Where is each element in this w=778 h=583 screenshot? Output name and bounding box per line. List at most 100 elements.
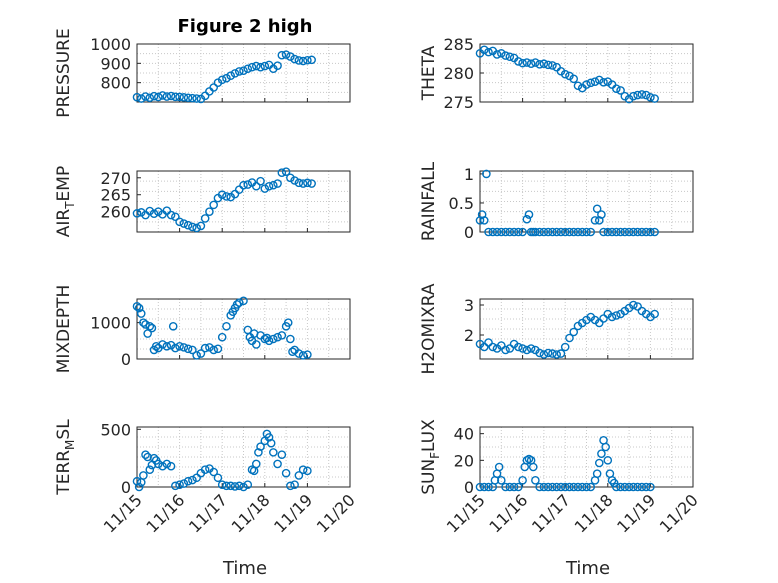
data-point — [188, 345, 197, 355]
data-point — [171, 481, 180, 491]
y-axis-label: H2OMIXRA — [419, 283, 439, 374]
data-point — [646, 482, 655, 492]
data-point — [543, 482, 553, 492]
data-point — [514, 342, 523, 352]
data-point — [179, 479, 189, 488]
data-point — [543, 60, 553, 70]
data-point — [269, 448, 278, 457]
data-point — [153, 92, 163, 102]
data-point — [488, 227, 498, 237]
data-point — [629, 227, 638, 237]
data-point — [556, 349, 566, 358]
data-point — [145, 206, 155, 216]
data-point — [514, 482, 523, 492]
data-point — [629, 300, 638, 310]
data-point — [239, 296, 248, 306]
data-point — [247, 62, 257, 72]
data-point — [230, 482, 240, 491]
data-point — [616, 482, 625, 492]
data-point — [226, 71, 236, 81]
data-point — [633, 227, 642, 237]
data-point — [141, 320, 150, 329]
plot-frame — [136, 426, 351, 488]
data-point — [286, 481, 295, 491]
data-point — [629, 91, 638, 101]
data-point — [141, 450, 150, 459]
data-point — [145, 465, 155, 474]
data-point — [488, 342, 498, 352]
data-point — [183, 344, 193, 354]
data-point — [196, 349, 206, 358]
x-tick-label: 11/16 — [485, 490, 531, 536]
data-point — [484, 482, 493, 492]
data-point — [217, 75, 227, 85]
data-point — [505, 482, 515, 492]
data-point — [158, 461, 167, 471]
x-tick-label: 11/19 — [270, 490, 316, 536]
data-point — [171, 212, 180, 222]
data-point — [307, 55, 316, 65]
data-point — [298, 179, 308, 188]
data-point — [646, 227, 655, 237]
data-point — [141, 92, 150, 101]
data-point — [505, 227, 515, 237]
data-point — [479, 482, 489, 492]
data-point — [650, 309, 659, 319]
data-point — [222, 481, 231, 491]
data-point — [251, 459, 261, 469]
data-point — [303, 466, 312, 476]
y-axis-label: SUNFLUX — [419, 419, 442, 495]
data-point — [273, 332, 282, 342]
data-point — [188, 93, 197, 103]
data-point — [624, 227, 634, 237]
data-point — [283, 318, 293, 327]
data-point — [518, 476, 527, 485]
x-tick-label: 11/20 — [656, 490, 702, 536]
data-point — [586, 482, 596, 492]
data-point — [594, 318, 604, 328]
data-point — [539, 59, 549, 69]
y-tick-label: 265 — [100, 186, 131, 205]
data-point — [569, 327, 579, 337]
y-tick-label: 1 — [464, 165, 474, 184]
data-point — [200, 465, 210, 474]
data-point — [222, 321, 231, 331]
data-point — [213, 473, 223, 483]
data-point — [582, 227, 591, 237]
data-point — [294, 178, 304, 188]
x-tick-label: 11/18 — [571, 490, 617, 536]
data-point — [217, 332, 227, 342]
data-point — [132, 476, 142, 486]
data-point — [494, 462, 504, 472]
data-point — [175, 92, 184, 102]
data-point — [153, 459, 163, 469]
data-point — [556, 482, 566, 492]
data-point — [569, 482, 579, 492]
data-point — [535, 348, 544, 358]
data-point — [162, 92, 172, 101]
data-point — [556, 227, 566, 237]
data-point — [577, 227, 587, 237]
data-point — [548, 61, 557, 70]
data-point — [179, 343, 189, 352]
data-point — [256, 62, 265, 72]
data-point — [496, 48, 506, 58]
data-point — [552, 62, 561, 72]
data-point — [234, 481, 244, 491]
data-point — [281, 50, 291, 59]
y-tick-label: 20 — [454, 451, 474, 470]
y-tick-label: 0 — [121, 478, 131, 497]
data-point — [597, 210, 606, 219]
y-tick-label: 270 — [100, 169, 131, 188]
y-tick-label: 900 — [100, 54, 131, 73]
panel-h2omixra: 2 3 H2OMIXRA — [419, 283, 694, 375]
y-tick-label: 2 — [464, 326, 474, 345]
y-axis-label: MIXDEPTH — [54, 285, 74, 374]
y-axis-label: PRESSURE — [54, 28, 74, 117]
data-point — [531, 476, 540, 485]
data-point — [612, 482, 621, 492]
data-point — [273, 61, 282, 70]
data-point — [171, 343, 180, 353]
data-point — [303, 178, 312, 188]
y-tick-label: 260 — [100, 203, 131, 222]
